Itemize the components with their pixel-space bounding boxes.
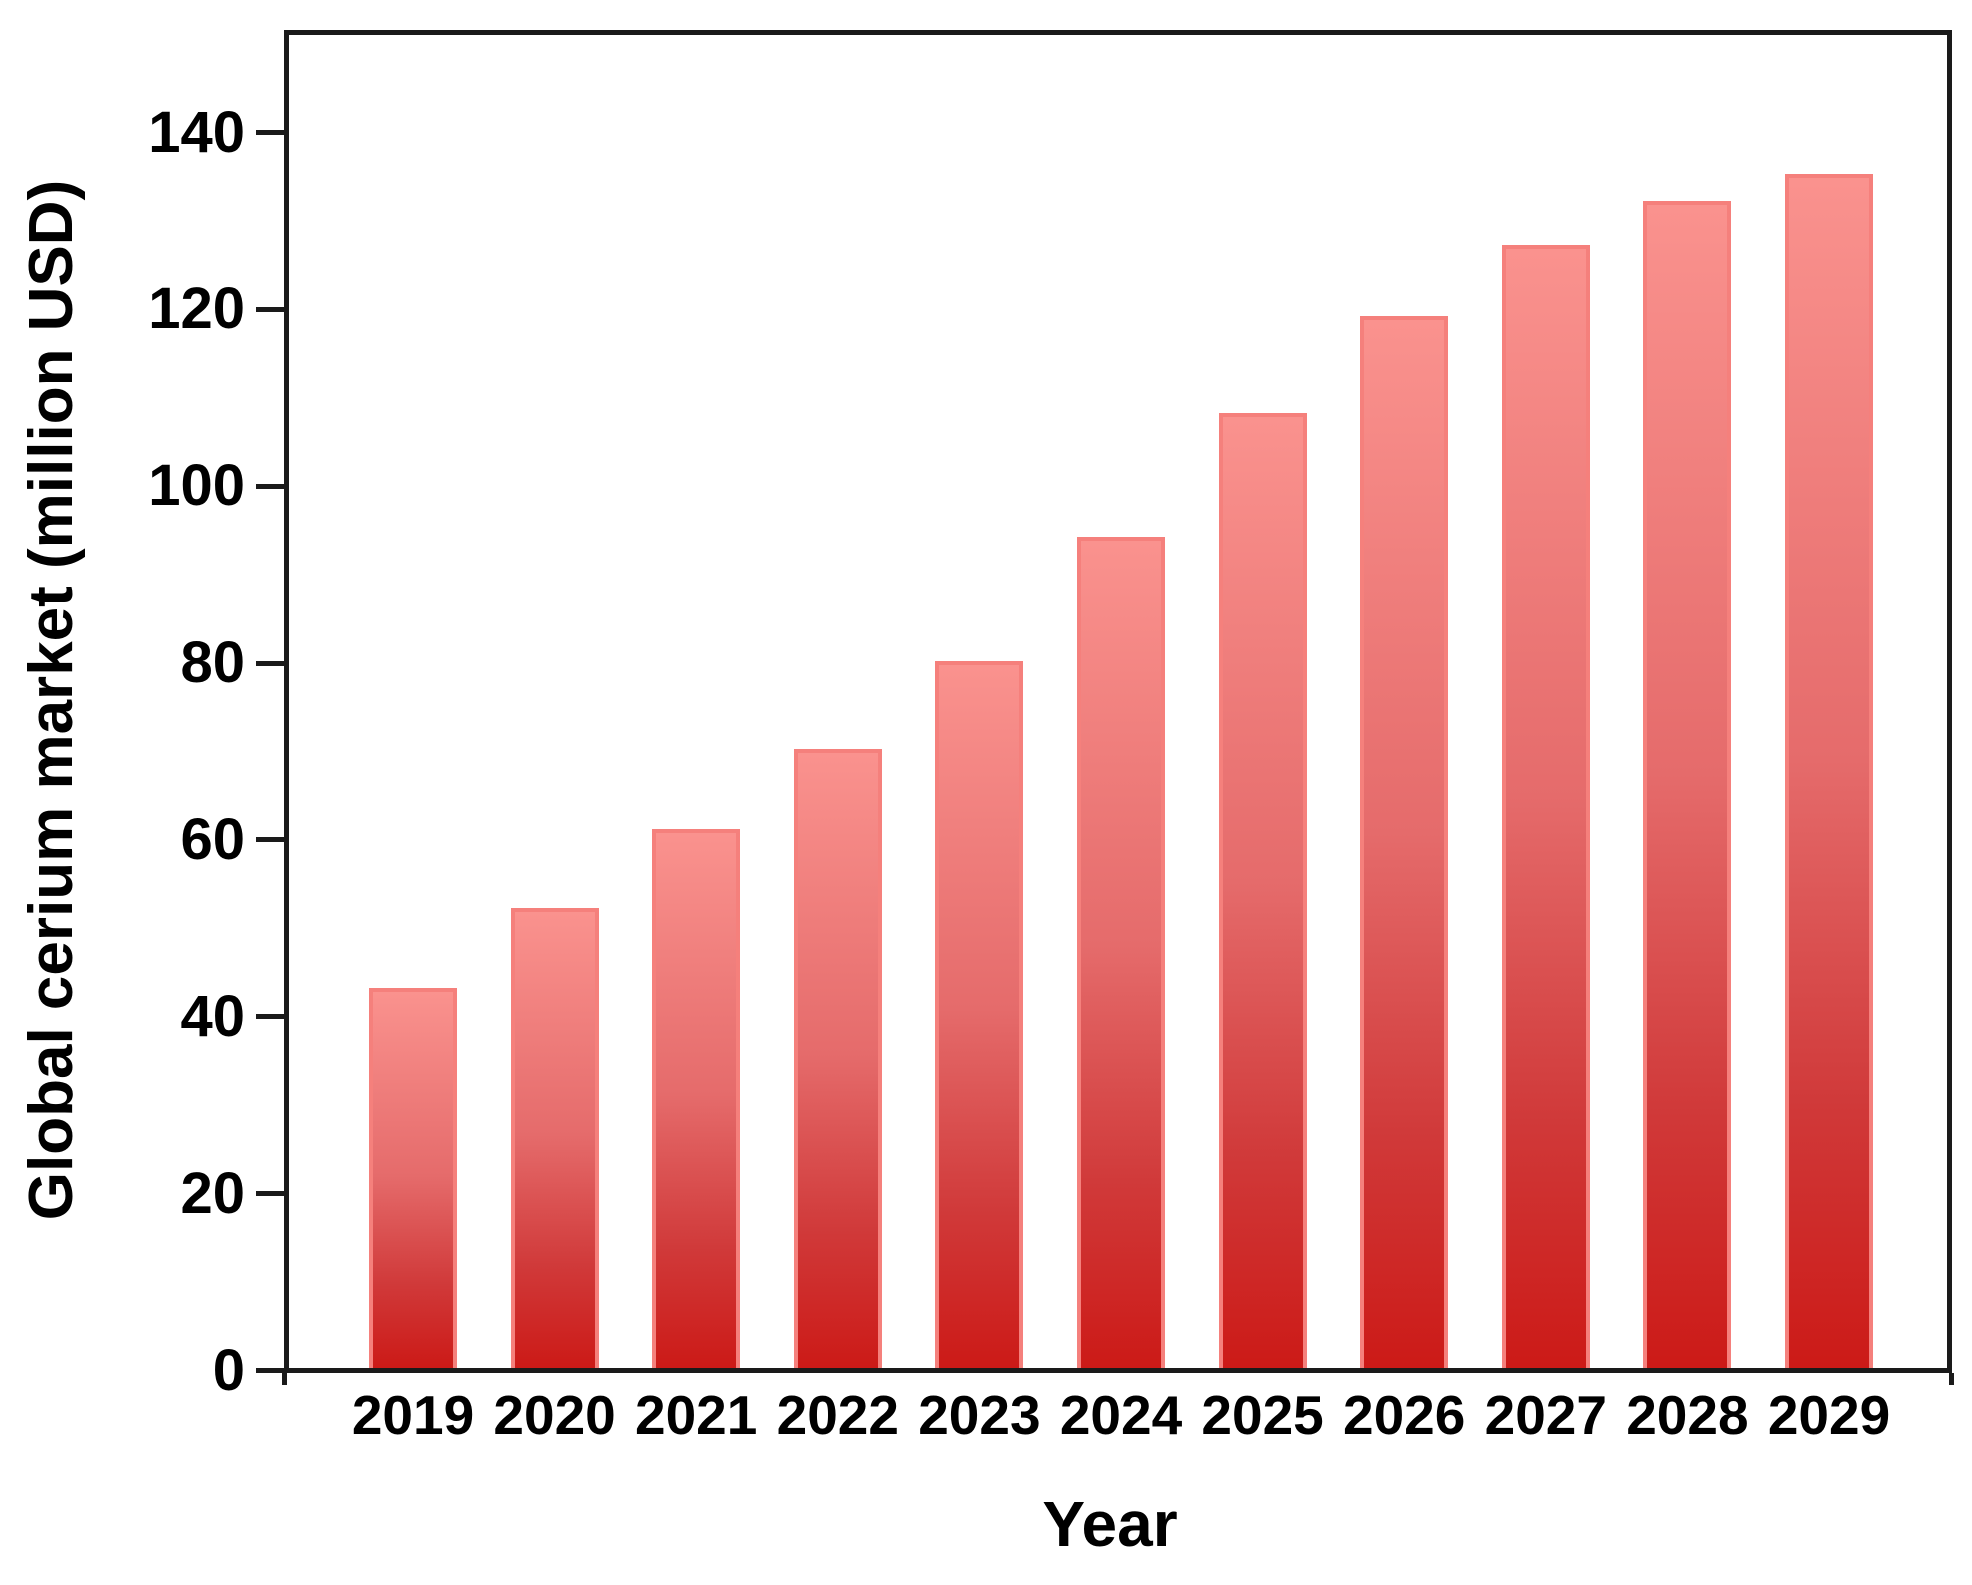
bar-2023: [935, 661, 1023, 1368]
plot-area: [284, 30, 1952, 1373]
bar-2024: [1077, 537, 1165, 1368]
x-tick-label: 2023: [918, 1384, 1041, 1446]
y-tick-mark: [256, 1191, 284, 1197]
bar-2025: [1219, 413, 1307, 1368]
bar-2029: [1785, 174, 1873, 1368]
bar-2027: [1502, 245, 1590, 1368]
y-tick-label: 20: [180, 1160, 245, 1226]
y-tick-mark: [256, 483, 284, 489]
y-tick-mark: [256, 306, 284, 312]
x-axis-title: Year: [1042, 1488, 1178, 1560]
x-tick-label: 2028: [1626, 1384, 1749, 1446]
y-tick-label: 80: [180, 630, 245, 696]
x-tick-label: 2026: [1343, 1384, 1466, 1446]
x-tick-label: 2027: [1484, 1384, 1607, 1446]
bar-2019: [369, 988, 457, 1368]
bar-2020: [511, 908, 599, 1368]
y-tick-mark: [256, 130, 284, 135]
x-tick-label: 2022: [776, 1384, 899, 1446]
x-tick-label: 2029: [1767, 1384, 1891, 1446]
y-tick-mark: [256, 1014, 284, 1020]
x-tick-label: 2019: [351, 1384, 475, 1446]
x-tick-label: 2025: [1201, 1384, 1324, 1446]
y-tick-mark: [256, 660, 284, 666]
bar-2022: [794, 749, 882, 1368]
y-tick-mark: [256, 1368, 284, 1373]
y-tick-label: 100: [148, 453, 245, 519]
y-tick-label: 120: [148, 276, 245, 342]
bar-2028: [1643, 201, 1731, 1368]
y-tick-label: 40: [180, 983, 245, 1049]
x-axis-edge-tick: [1949, 1373, 1954, 1385]
y-tick-mark: [256, 837, 284, 843]
x-axis-edge-tick: [282, 1373, 287, 1385]
bars-layer: [289, 35, 1947, 1368]
bar-2026: [1360, 316, 1448, 1368]
y-tick-label: 140: [148, 99, 245, 165]
x-tick-label: 2024: [1059, 1384, 1183, 1446]
y-tick-label: 0: [212, 1337, 245, 1403]
x-tick-label: 2020: [493, 1384, 616, 1446]
y-tick-label: 60: [180, 806, 245, 872]
x-tick-label: 2021: [635, 1384, 758, 1446]
bar-2021: [652, 829, 740, 1368]
